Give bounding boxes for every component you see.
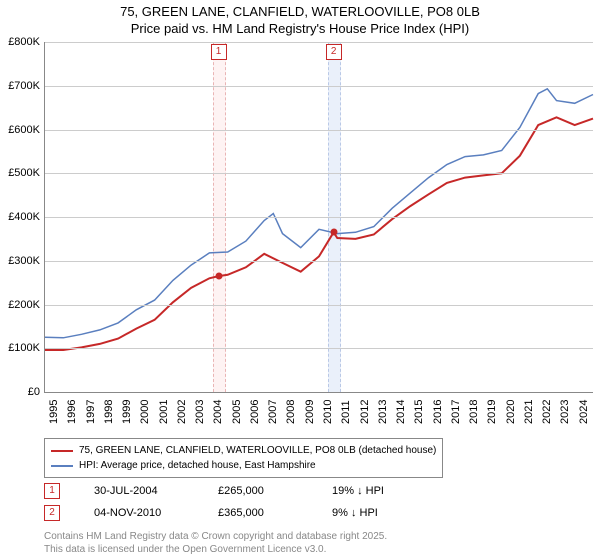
x-tick-label: 2023 xyxy=(559,400,571,424)
x-tick-label: 2011 xyxy=(340,400,352,424)
x-tick-label: 2005 xyxy=(231,400,243,424)
x-tick-label: 2016 xyxy=(432,400,444,424)
x-tick-label: 2009 xyxy=(304,400,316,424)
x-tick-label: 2006 xyxy=(249,400,261,424)
gridline xyxy=(45,261,593,262)
data-point xyxy=(215,273,222,280)
gridline xyxy=(45,217,593,218)
x-tick-label: 1996 xyxy=(66,400,78,424)
gridline xyxy=(45,305,593,306)
x-tick-label: 2003 xyxy=(194,400,206,424)
event-marker: 1 xyxy=(211,44,227,60)
x-tick-label: 1997 xyxy=(85,400,97,424)
x-tick-label: 2024 xyxy=(578,400,590,424)
x-tick-label: 2001 xyxy=(158,400,170,424)
event-price: £365,000 xyxy=(218,507,298,519)
data-point xyxy=(330,229,337,236)
y-tick-label: £600K xyxy=(0,124,40,136)
x-tick-label: 2007 xyxy=(267,400,279,424)
y-tick-label: £800K xyxy=(0,36,40,48)
chart-container: 75, GREEN LANE, CLANFIELD, WATERLOOVILLE… xyxy=(0,0,600,560)
gridline xyxy=(45,348,593,349)
x-tick-label: 2000 xyxy=(139,400,151,424)
title-line1: 75, GREEN LANE, CLANFIELD, WATERLOOVILLE… xyxy=(0,4,600,21)
event-delta: 19% ↓ HPI xyxy=(332,485,384,497)
x-tick-label: 2004 xyxy=(212,400,224,424)
event-date: 30-JUL-2004 xyxy=(94,485,184,497)
x-tick-label: 2015 xyxy=(413,400,425,424)
series-hpi xyxy=(45,89,593,338)
x-tick-label: 2021 xyxy=(523,400,535,424)
x-tick-label: 2022 xyxy=(541,400,553,424)
x-tick-label: 1999 xyxy=(121,400,133,424)
y-tick-label: £300K xyxy=(0,255,40,267)
event-row: 2 04-NOV-2010 £365,000 9% ↓ HPI xyxy=(44,502,384,524)
gridline xyxy=(45,130,593,131)
attribution-line2: This data is licensed under the Open Gov… xyxy=(44,543,387,556)
event-row: 1 30-JUL-2004 £265,000 19% ↓ HPI xyxy=(44,480,384,502)
legend-row: 75, GREEN LANE, CLANFIELD, WATERLOOVILLE… xyxy=(51,443,436,458)
events-table: 1 30-JUL-2004 £265,000 19% ↓ HPI 2 04-NOV-201… xyxy=(44,480,384,524)
event-date: 04-NOV-2010 xyxy=(94,507,184,519)
x-tick-label: 2014 xyxy=(395,400,407,424)
event-num: 2 xyxy=(44,505,60,521)
gridline xyxy=(45,86,593,87)
attribution-line1: Contains HM Land Registry data © Crown c… xyxy=(44,530,387,543)
x-tick-label: 2008 xyxy=(285,400,297,424)
x-tick-label: 1998 xyxy=(103,400,115,424)
legend-row: HPI: Average price, detached house, East… xyxy=(51,458,436,473)
series-price_paid xyxy=(45,117,593,350)
x-tick-label: 1995 xyxy=(48,400,60,424)
chart-title: 75, GREEN LANE, CLANFIELD, WATERLOOVILLE… xyxy=(0,0,600,38)
attribution: Contains HM Land Registry data © Crown c… xyxy=(44,530,387,556)
x-tick-label: 2018 xyxy=(468,400,480,424)
y-tick-label: £0 xyxy=(0,386,40,398)
gridline xyxy=(45,42,593,43)
title-line2: Price paid vs. HM Land Registry's House … xyxy=(0,21,600,38)
legend-label: 75, GREEN LANE, CLANFIELD, WATERLOOVILLE… xyxy=(79,443,436,458)
y-tick-label: £100K xyxy=(0,342,40,354)
legend-label: HPI: Average price, detached house, East… xyxy=(79,458,316,473)
plot-area: 12 xyxy=(44,42,593,393)
y-tick-label: £700K xyxy=(0,80,40,92)
y-tick-label: £500K xyxy=(0,167,40,179)
y-tick-label: £400K xyxy=(0,211,40,223)
x-tick-label: 2020 xyxy=(505,400,517,424)
legend-swatch xyxy=(51,450,73,452)
x-tick-label: 2019 xyxy=(486,400,498,424)
event-marker: 2 xyxy=(326,44,342,60)
event-price: £265,000 xyxy=(218,485,298,497)
y-tick-label: £200K xyxy=(0,299,40,311)
legend: 75, GREEN LANE, CLANFIELD, WATERLOOVILLE… xyxy=(44,438,443,478)
gridline xyxy=(45,173,593,174)
event-num: 1 xyxy=(44,483,60,499)
event-delta: 9% ↓ HPI xyxy=(332,507,378,519)
x-tick-label: 2002 xyxy=(176,400,188,424)
legend-swatch xyxy=(51,465,73,467)
x-tick-label: 2017 xyxy=(450,400,462,424)
x-tick-label: 2012 xyxy=(359,400,371,424)
x-tick-label: 2010 xyxy=(322,400,334,424)
x-tick-label: 2013 xyxy=(377,400,389,424)
